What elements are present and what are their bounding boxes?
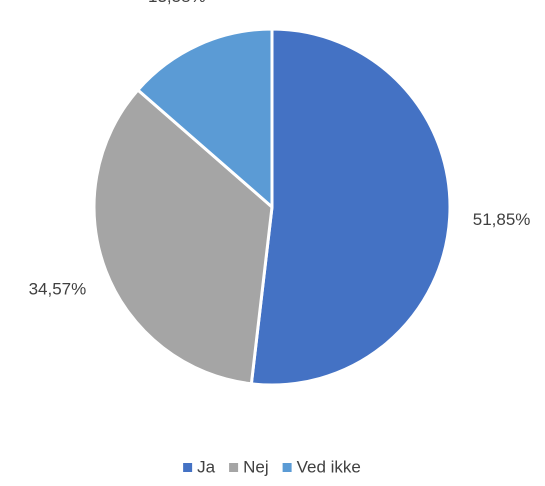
pie-slice: [92, 88, 274, 386]
legend-swatch: [229, 463, 239, 472]
legend-swatch: [183, 463, 193, 472]
data-label: 51,85%: [473, 210, 531, 229]
legend-label: Ja: [197, 457, 216, 476]
legend-label: Nej: [243, 457, 269, 476]
legend-swatch: [282, 463, 292, 472]
pie-slice: [136, 27, 274, 209]
legend-label: Ved ikke: [297, 457, 361, 476]
data-label: 13,58%: [148, 0, 206, 6]
data-label: 34,57%: [29, 279, 87, 298]
pie-slice: [249, 27, 452, 387]
